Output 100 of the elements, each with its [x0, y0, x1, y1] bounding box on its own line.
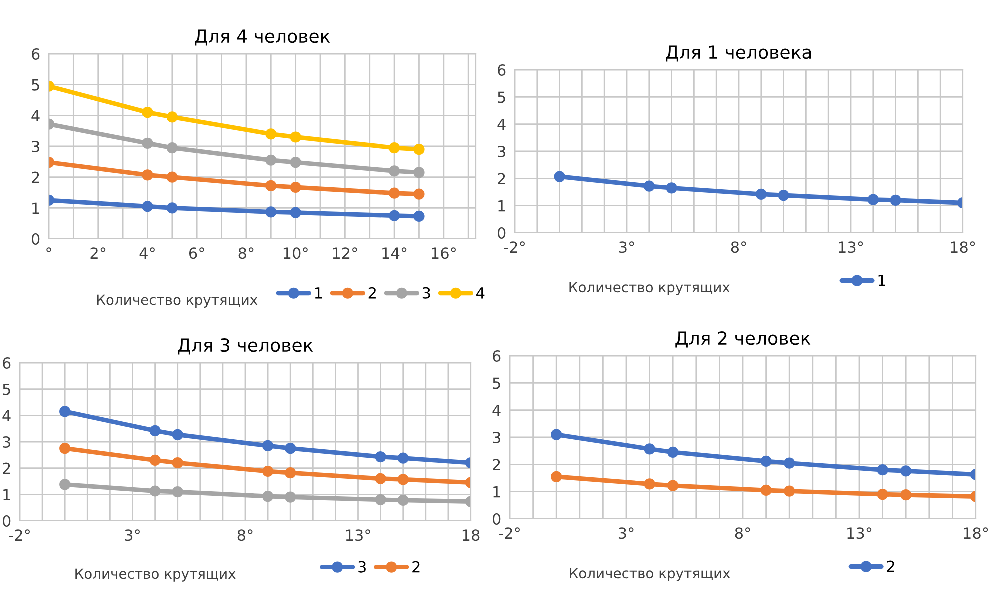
point	[172, 458, 184, 469]
x-axis-title: Количество крутящих	[97, 294, 258, 308]
y-tick-label: 1	[498, 200, 506, 212]
point	[262, 490, 274, 502]
point	[375, 473, 386, 484]
point	[756, 188, 767, 200]
y-tick-label: 4	[492, 405, 501, 416]
y-tick-label: 6	[498, 64, 506, 76]
x-tick-label: 12°	[333, 248, 358, 259]
point	[554, 171, 566, 182]
point	[784, 486, 796, 497]
point	[644, 478, 656, 490]
y-tick-label: 3	[32, 140, 40, 153]
point	[166, 172, 178, 183]
point	[285, 443, 296, 454]
legend-label: 1	[315, 288, 322, 299]
point	[266, 128, 277, 140]
y-tick-label: 3	[498, 146, 506, 158]
y-tick-label: 1	[32, 202, 40, 214]
x-tick-label: °	[46, 248, 52, 252]
x-tick-label: 3°	[618, 528, 634, 540]
x-tick-label: 8°	[735, 528, 750, 540]
point	[877, 464, 888, 476]
chart-title: Для 1 человека	[666, 46, 812, 62]
y-tick-label: 0	[2, 515, 11, 528]
legend-label: 2	[887, 560, 894, 572]
point	[290, 182, 302, 194]
x-axis-title: Количество крутящих	[76, 568, 236, 582]
y-tick-label: 6	[32, 48, 40, 60]
point	[172, 486, 184, 498]
chart-title: Для 3 человек	[178, 338, 314, 355]
legend-label: 1	[878, 274, 886, 286]
point	[60, 479, 71, 490]
x-tick-label: 18°	[964, 528, 988, 540]
point	[784, 458, 796, 469]
x-tick-label: 8°	[238, 248, 254, 260]
x-tick-label: 13°	[839, 242, 864, 254]
point	[414, 167, 425, 178]
point	[266, 180, 277, 192]
x-tick-label: -2°	[504, 242, 525, 253]
y-tick-label: 4	[32, 110, 40, 122]
point	[142, 138, 154, 149]
point	[172, 429, 184, 440]
x-tick-label: 10°	[284, 248, 308, 260]
point	[290, 207, 302, 218]
x-axis-title: Количество крутящих	[570, 568, 730, 582]
point	[285, 492, 296, 503]
point	[290, 156, 302, 168]
legend-label: 2	[368, 287, 376, 299]
point	[778, 190, 790, 202]
x-tick-label: 18	[462, 530, 480, 542]
y-tick-label: 4	[2, 410, 11, 422]
point	[398, 494, 409, 506]
point	[760, 456, 772, 467]
point	[375, 494, 386, 506]
point	[150, 486, 161, 497]
point	[266, 154, 277, 166]
point	[166, 202, 178, 214]
chart-title: Для 4 человек	[195, 30, 330, 46]
point	[414, 210, 425, 222]
x-tick-label: 2°	[90, 248, 106, 259]
y-tick-label: 3	[493, 432, 500, 444]
y-tick-label: 0	[32, 233, 40, 246]
point	[760, 484, 772, 496]
point	[142, 201, 154, 212]
point	[868, 194, 879, 206]
x-tick-label: -2°	[9, 530, 30, 541]
x-tick-label: 14°	[382, 248, 407, 259]
point	[900, 490, 912, 501]
point	[142, 107, 154, 118]
point	[666, 182, 678, 194]
point	[668, 480, 679, 492]
point	[388, 210, 400, 222]
y-tick-label: 0	[498, 227, 506, 240]
y-tick-label: 5	[3, 384, 10, 396]
x-axis-title: Количество крутящих	[570, 282, 730, 296]
y-tick-label: 1	[4, 489, 10, 500]
x-tick-label: 13°	[346, 530, 370, 542]
point	[388, 166, 400, 177]
y-tick-label: 3	[3, 436, 10, 448]
point	[290, 132, 302, 143]
y-tick-label: 5	[498, 92, 506, 104]
legend-label: 3	[358, 561, 366, 573]
x-tick-label: 4°	[140, 248, 155, 259]
x-tick-label: 8°	[238, 530, 253, 542]
point	[60, 406, 71, 418]
point	[900, 466, 912, 477]
x-tick-label: 3°	[125, 530, 140, 542]
point	[414, 144, 425, 156]
point	[398, 474, 409, 486]
x-tick-label: 13°	[848, 528, 872, 540]
x-tick-label: 16°	[432, 248, 456, 260]
point	[398, 452, 409, 464]
y-tick-label: 4	[498, 119, 506, 130]
legend-label: 3	[422, 287, 430, 299]
x-tick-label: 3°	[619, 242, 634, 254]
point	[388, 188, 400, 199]
point	[375, 451, 386, 463]
point	[262, 466, 274, 478]
y-tick-label: 2	[32, 172, 40, 184]
